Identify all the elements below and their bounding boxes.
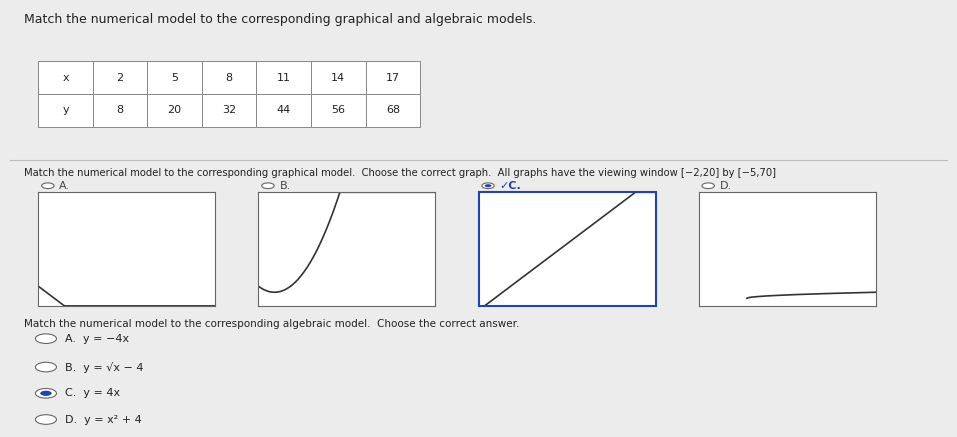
Text: 11: 11 (277, 73, 291, 83)
FancyBboxPatch shape (147, 94, 202, 127)
FancyBboxPatch shape (256, 61, 311, 94)
Text: Match the numerical model to the corresponding graphical model.  Choose the corr: Match the numerical model to the corresp… (24, 168, 776, 178)
Text: B.  y = √x − 4: B. y = √x − 4 (65, 361, 144, 373)
Text: 8: 8 (117, 105, 123, 115)
Text: 8: 8 (226, 73, 233, 83)
FancyBboxPatch shape (93, 94, 147, 127)
Circle shape (35, 362, 56, 372)
Circle shape (35, 334, 56, 343)
Text: 56: 56 (331, 105, 345, 115)
Text: A.: A. (59, 181, 70, 191)
Text: 32: 32 (222, 105, 236, 115)
Text: 68: 68 (386, 105, 400, 115)
Text: 44: 44 (277, 105, 291, 115)
FancyBboxPatch shape (202, 94, 256, 127)
FancyBboxPatch shape (147, 61, 202, 94)
FancyBboxPatch shape (93, 61, 147, 94)
FancyBboxPatch shape (311, 94, 366, 127)
Text: y: y (62, 105, 69, 115)
Text: 17: 17 (386, 73, 400, 83)
FancyBboxPatch shape (38, 94, 93, 127)
Text: D.  y = x² + 4: D. y = x² + 4 (65, 415, 142, 424)
FancyBboxPatch shape (366, 94, 420, 127)
Text: ✓C.: ✓C. (500, 181, 522, 191)
FancyBboxPatch shape (202, 61, 256, 94)
Text: C.  y = 4x: C. y = 4x (65, 388, 121, 398)
Text: 14: 14 (331, 73, 345, 83)
FancyBboxPatch shape (366, 61, 420, 94)
Text: 20: 20 (167, 105, 182, 115)
Text: Match the numerical model to the corresponding graphical and algebraic models.: Match the numerical model to the corresp… (24, 13, 536, 26)
Circle shape (35, 388, 56, 398)
FancyBboxPatch shape (38, 61, 93, 94)
FancyBboxPatch shape (256, 94, 311, 127)
Text: B.: B. (279, 181, 291, 191)
Text: Match the numerical model to the corresponding algebraic model.  Choose the corr: Match the numerical model to the corresp… (24, 319, 520, 329)
Text: A.  y = −4x: A. y = −4x (65, 334, 129, 343)
Circle shape (40, 391, 52, 396)
Circle shape (35, 415, 56, 424)
Text: D.: D. (720, 181, 732, 191)
FancyBboxPatch shape (311, 61, 366, 94)
Text: x: x (62, 73, 69, 83)
Text: 2: 2 (117, 73, 123, 83)
Text: 5: 5 (171, 73, 178, 83)
